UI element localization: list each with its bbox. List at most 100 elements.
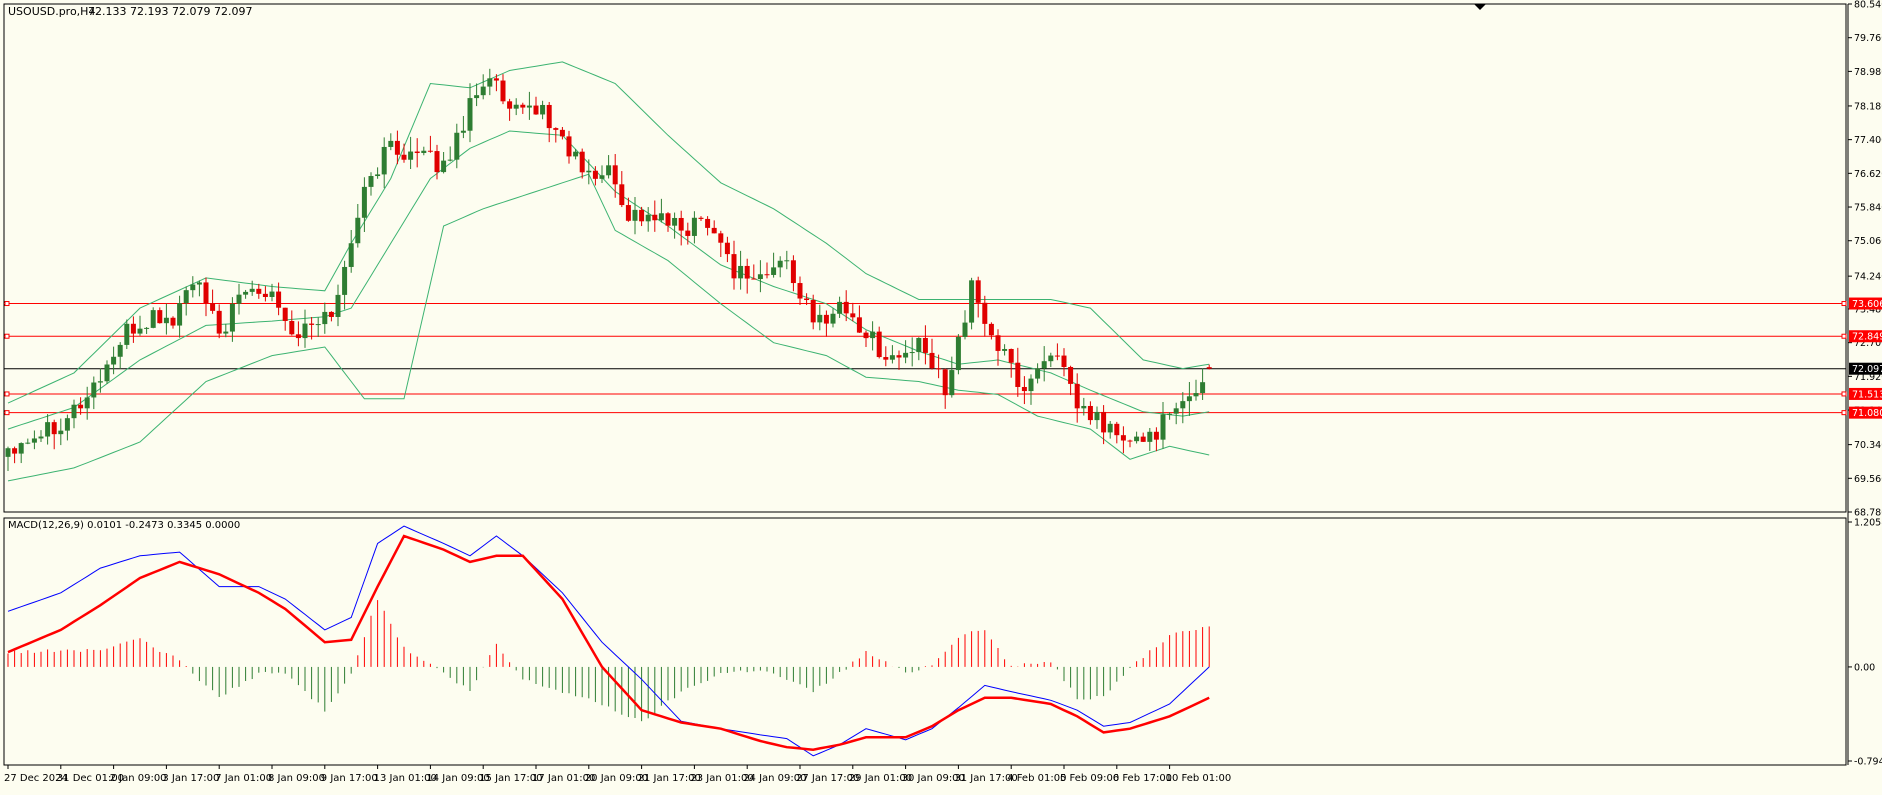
- candle-body: [328, 311, 334, 317]
- candle-body: [1081, 405, 1087, 409]
- candle-body: [368, 176, 374, 187]
- bollinger-lower-line: [7, 173, 1210, 482]
- candle: [1061, 348, 1067, 377]
- macd-tick-label: 1.2058: [1854, 518, 1882, 529]
- candle: [1186, 382, 1192, 416]
- current-price-badge-label: 72.097: [1852, 364, 1882, 375]
- macd-label: MACD(12,26,9) 0.0101 -0.2473 0.3345 0.00…: [8, 520, 240, 531]
- candle: [480, 74, 486, 100]
- candle-body: [401, 154, 407, 160]
- candle: [12, 446, 18, 464]
- candle: [744, 258, 750, 294]
- candle-body: [1094, 411, 1100, 421]
- candle-body: [843, 301, 849, 314]
- candle-body: [876, 331, 882, 358]
- candle: [949, 356, 955, 398]
- candle: [975, 276, 981, 318]
- candle: [1021, 376, 1027, 405]
- candle: [553, 127, 559, 143]
- macd-tick-label: -0.7941: [1854, 757, 1882, 768]
- price-tick-label: 78.180: [1854, 101, 1882, 112]
- candle: [586, 159, 592, 185]
- candle: [546, 102, 552, 143]
- candle-body: [256, 288, 262, 294]
- price-tick-label: 69.560: [1854, 474, 1882, 485]
- candle-body: [111, 356, 117, 365]
- candle-body: [909, 352, 915, 354]
- time-tick-label: 2 Jan 09:00: [110, 773, 167, 784]
- candle: [830, 308, 836, 328]
- macd-pane[interactable]: [3, 517, 1847, 766]
- candle-body: [955, 336, 961, 371]
- candle: [579, 148, 585, 179]
- candle-body: [606, 165, 612, 176]
- candle: [361, 177, 367, 232]
- candle-body: [1002, 348, 1008, 351]
- candle: [685, 222, 691, 245]
- candle-body: [223, 331, 229, 334]
- candle: [414, 138, 420, 168]
- time-tick-label: 6 Feb 17:00: [1113, 773, 1172, 784]
- candle-body: [817, 314, 823, 323]
- candle-body: [500, 80, 506, 102]
- candle: [381, 137, 387, 189]
- candle-body: [896, 355, 902, 358]
- candle-body: [678, 217, 684, 231]
- candle-body: [797, 283, 803, 299]
- candle-body: [124, 323, 130, 345]
- candle: [342, 260, 348, 310]
- candle: [1048, 352, 1054, 368]
- candle-body: [190, 284, 196, 291]
- candle: [117, 342, 123, 369]
- candle: [823, 310, 829, 337]
- symbol-label: USOUSD.pro,H4: [8, 5, 95, 18]
- candle-body: [645, 214, 651, 222]
- candle-body: [315, 324, 321, 326]
- price-tick-label: 73.480: [1854, 304, 1882, 315]
- candle: [625, 197, 631, 222]
- candle-body: [421, 150, 427, 154]
- candle: [111, 346, 117, 375]
- candle-body: [196, 282, 202, 285]
- candle-body: [480, 86, 486, 96]
- candle-body: [995, 335, 1001, 351]
- candle: [401, 143, 407, 163]
- candle-body: [18, 443, 24, 454]
- candle-body: [823, 314, 829, 324]
- candle: [460, 115, 466, 139]
- candle-body: [309, 323, 315, 325]
- candle-body: [64, 418, 70, 431]
- price-pane[interactable]: [3, 3, 1847, 513]
- candle: [190, 276, 196, 298]
- candle: [150, 307, 156, 329]
- candle-body: [507, 101, 513, 109]
- candle: [592, 166, 598, 186]
- candle: [916, 337, 922, 361]
- candle-body: [276, 291, 282, 308]
- price-tick-label: 75.060: [1854, 236, 1882, 247]
- candle-body: [170, 317, 176, 326]
- candle: [144, 327, 150, 334]
- candle-body: [1200, 382, 1206, 394]
- candle-body: [672, 217, 678, 226]
- candle-body: [183, 290, 189, 304]
- candle: [810, 294, 816, 330]
- candle-body: [1028, 378, 1034, 392]
- candle-body: [361, 186, 367, 218]
- candle-body: [137, 328, 143, 334]
- price-tick-label: 70.340: [1854, 440, 1882, 451]
- candle-body: [12, 448, 18, 454]
- candle-body: [1101, 411, 1107, 433]
- candle: [467, 83, 473, 143]
- candle: [863, 330, 869, 347]
- candle-body: [969, 280, 975, 323]
- candle-body: [1035, 368, 1041, 379]
- price-pane-frame: [3, 3, 1847, 513]
- candle: [91, 376, 97, 410]
- candle: [731, 240, 737, 290]
- candle: [229, 297, 235, 342]
- candle: [328, 311, 334, 322]
